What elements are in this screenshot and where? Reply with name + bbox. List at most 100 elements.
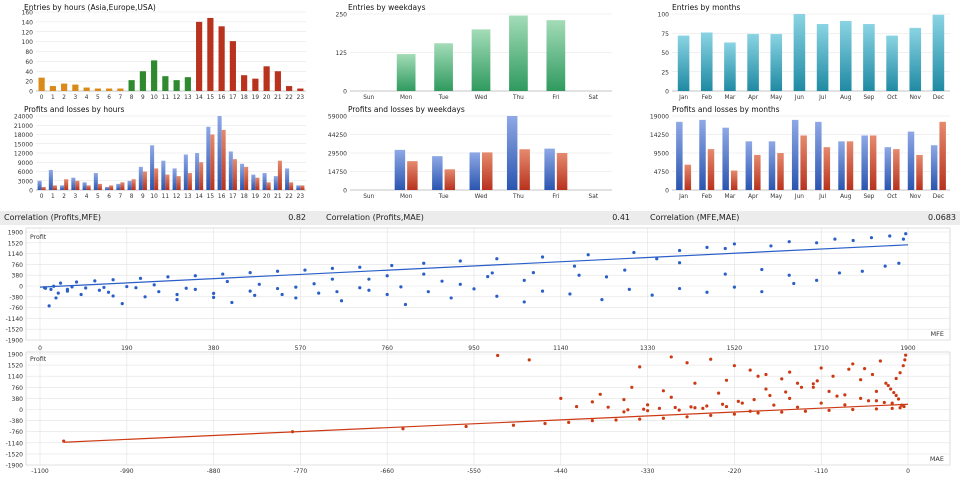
xtick-entries_hours: 11 — [162, 95, 170, 101]
point-scatter_mfe — [111, 278, 115, 282]
xtick-entries_months: Apr — [748, 95, 759, 101]
ytick-pl_months: 9500 — [654, 151, 669, 158]
bar-loss-pl_hours — [232, 159, 237, 190]
xtick-entries_hours: 6 — [107, 95, 111, 101]
xtick-pl_weekdays: Sun — [363, 194, 374, 200]
bar-entries_hours — [117, 88, 124, 91]
point-scatter_mae — [598, 392, 602, 396]
bar-profit-pl_hours — [161, 160, 166, 190]
xtick-entries_weekdays: Fri — [552, 95, 559, 101]
ytick-scatter_mfe: 1900 — [8, 230, 23, 237]
point-scatter_mae — [701, 406, 705, 410]
point-scatter_mae — [843, 393, 847, 397]
xtick-entries_hours: 8 — [130, 95, 134, 101]
xtick-pl_months: Jan — [678, 194, 688, 200]
bar-profit-pl_hours — [37, 180, 42, 190]
xtick-pl_months: Dec — [933, 194, 944, 200]
bar-entries_weekdays — [471, 29, 491, 91]
xtick-pl_hours: 20 — [263, 194, 271, 200]
bar-entries_months — [839, 20, 852, 91]
bar-loss-pl_hours — [300, 185, 305, 190]
bar-profit-pl_hours — [150, 145, 155, 190]
point-scatter_mfe — [125, 284, 129, 289]
bar-profit-pl_hours — [251, 174, 256, 190]
bar-loss-pl_hours — [120, 182, 125, 190]
ytick-scatter_mae: -760 — [9, 429, 23, 436]
point-scatter_mfe — [650, 293, 654, 297]
correlation-label-profits-mae: Correlation (Profits,MAE) — [326, 213, 424, 222]
point-scatter_mfe — [385, 274, 389, 278]
point-scatter_mfe — [495, 257, 499, 261]
bar-entries_hours — [139, 71, 146, 91]
point-scatter_mfe — [212, 291, 216, 295]
point-scatter_mae — [859, 378, 863, 382]
ytick-entries_hours: 0 — [29, 89, 33, 96]
xtick-pl_hours: 10 — [150, 194, 158, 200]
bar-loss-pl_hours — [64, 179, 69, 190]
bar-profit-pl_weekdays — [506, 116, 518, 190]
bar-profit-pl_hours — [195, 153, 200, 190]
point-scatter_mfe — [904, 232, 908, 236]
point-scatter_mae — [622, 410, 626, 414]
point-scatter_mae — [827, 389, 831, 393]
point-scatter_mfe — [851, 238, 855, 243]
point-scatter_mfe — [901, 237, 906, 241]
point-scatter_mae — [638, 417, 642, 421]
ytick-pl_hours: 12000 — [14, 151, 33, 158]
bar-loss-pl_hours — [221, 129, 226, 190]
point-scatter_mfe — [367, 288, 371, 292]
xtick-entries_hours: 18 — [240, 95, 248, 101]
point-scatter_mae — [780, 377, 784, 381]
point-scatter_mfe — [632, 250, 636, 255]
frame-scatter_mae — [25, 351, 951, 466]
ytick-pl_weekdays: 29500 — [328, 151, 347, 158]
point-scatter_mae — [685, 415, 689, 419]
bar-entries_months — [747, 34, 759, 91]
trendline-scatter_mfe — [39, 244, 909, 288]
ytick-entries_hours: 120 — [22, 29, 34, 36]
point-scatter_mfe — [522, 300, 526, 304]
xtick-entries_hours: 12 — [173, 95, 181, 101]
xtick-entries_months: Feb — [702, 95, 713, 101]
point-scatter_mae — [788, 370, 792, 374]
bar-entries_months — [677, 35, 690, 91]
point-scatter_mae — [886, 383, 890, 388]
ytick-pl_hours: 18000 — [14, 132, 33, 139]
point-scatter_mae — [863, 367, 867, 371]
point-scatter_mfe — [422, 272, 426, 276]
point-scatter_mae — [811, 385, 815, 389]
xtick-entries_weekdays: Thu — [512, 95, 524, 101]
bar-loss-pl_hours — [266, 182, 271, 190]
correlation-label-mfe-mae: Correlation (MFE,MAE) — [650, 213, 740, 222]
point-scatter_mfe — [792, 281, 796, 286]
bar-entries_hours — [151, 60, 158, 91]
xtick-scatter_mae: -110 — [814, 468, 828, 475]
bar-entries_hours — [218, 26, 225, 92]
point-scatter_mfe — [677, 286, 682, 291]
point-scatter_mfe — [138, 276, 143, 280]
point-scatter_mfe — [677, 248, 682, 253]
bar-loss-pl_hours — [289, 182, 294, 190]
point-scatter_mae — [795, 405, 800, 409]
point-scatter_mae — [646, 403, 650, 407]
point-scatter_mfe — [472, 287, 476, 291]
ytick-entries_weekdays: 125 — [336, 50, 348, 57]
point-scatter_mfe — [106, 290, 111, 294]
xtick-entries_months: Jan — [678, 95, 688, 101]
xtick-pl_hours: 9 — [141, 194, 145, 200]
bar-entries_weekdays — [546, 20, 566, 91]
xtick-entries_months: Dec — [933, 95, 944, 101]
point-scatter_mfe — [572, 264, 577, 268]
point-scatter_mae — [736, 399, 740, 403]
bar-profit-pl_weekdays — [469, 152, 480, 190]
ytick-scatter_mae: 1900 — [8, 352, 23, 359]
point-scatter_mfe — [426, 290, 430, 294]
ytick-scatter_mfe: 1520 — [8, 240, 23, 247]
point-scatter_mfe — [815, 241, 819, 245]
bar-entries_hours — [229, 41, 236, 91]
point-scatter_mae — [764, 372, 768, 377]
xtick-pl_hours: 0 — [40, 194, 44, 200]
point-scatter_mfe — [280, 292, 284, 297]
xtick-entries_hours: 0 — [40, 95, 44, 101]
xtick-entries_months: May — [770, 95, 783, 101]
